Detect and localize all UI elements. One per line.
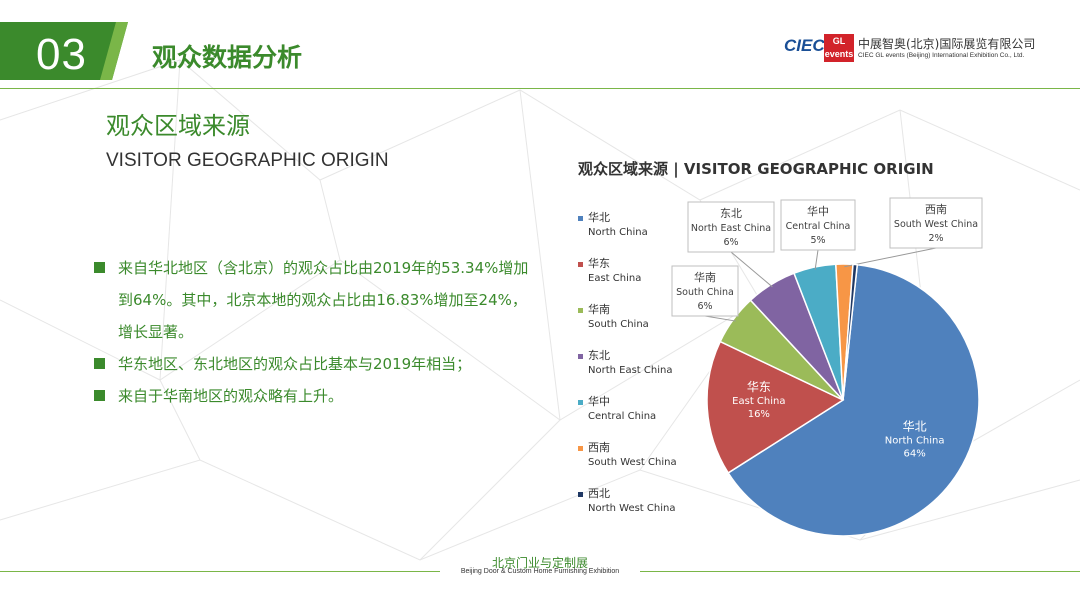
legend-label-en: East China xyxy=(588,273,642,284)
legend-swatch xyxy=(578,262,583,267)
legend-label-cn: 西南 xyxy=(588,441,610,454)
legend-item: 西南 South West China xyxy=(578,440,718,486)
gl-logo-line2: events xyxy=(824,49,854,59)
footer-divider-right xyxy=(640,571,1080,572)
legend-label-cn: 华南 xyxy=(588,303,610,316)
gl-logo-line1: GL xyxy=(832,36,846,46)
legend-swatch xyxy=(578,400,583,405)
legend-item: 华中 Central China xyxy=(578,394,718,440)
legend-label-en: North East China xyxy=(588,365,673,376)
legend-label-cn: 华中 xyxy=(588,395,610,408)
legend-item: 东北 North East China xyxy=(578,348,718,394)
bullet-item: 华东地区、东北地区的观众占比基本与2019年相当； xyxy=(92,348,542,380)
header-divider xyxy=(0,88,1080,89)
footer-title-cn: 北京门业与定制展 xyxy=(491,556,588,570)
subtitle-cn: 观众区域来源 xyxy=(106,112,250,140)
legend-label-en: South China xyxy=(588,319,649,330)
gl-events-logo: GL events xyxy=(824,34,854,62)
legend-label-en: North West China xyxy=(588,503,676,514)
legend-item: 西北 North West China xyxy=(578,486,718,532)
ciec-logo-text: CIEC xyxy=(784,36,825,55)
section-number-banner xyxy=(0,22,128,80)
legend-swatch xyxy=(578,216,583,221)
bullet-text: 来自于华南地区的观众略有上升。 xyxy=(118,387,344,405)
bullet-list: 来自华北地区（含北京）的观众占比由2019年的53.34%增加到64%。其中，北… xyxy=(92,252,542,412)
company-name-cn: 中展智奥(北京)国际展览有限公司 xyxy=(858,37,1036,51)
legend-swatch xyxy=(578,308,583,313)
legend-label-en: North China xyxy=(588,227,648,238)
bullet-text: 华东地区、东北地区的观众占比基本与2019年相当； xyxy=(118,355,472,373)
footer-divider-left xyxy=(0,571,440,572)
legend-swatch xyxy=(578,354,583,359)
legend-item: 华东 East China xyxy=(578,256,718,302)
bullet-square-icon xyxy=(94,262,105,273)
subtitle-en: VISITOR GEOGRAPHIC ORIGIN xyxy=(106,150,389,171)
bullet-square-icon xyxy=(94,390,105,401)
legend-label-cn: 华北 xyxy=(588,211,610,224)
section-title: 观众数据分析 xyxy=(152,43,303,72)
legend-swatch xyxy=(578,492,583,497)
legend-label-en: South West China xyxy=(588,457,677,468)
footer-title-en: Beijing Door & Custom Home Furnishing Ex… xyxy=(460,568,620,575)
company-name-en: CIEC GL events (Beijing) International E… xyxy=(858,52,1025,59)
bullet-item: 来自于华南地区的观众略有上升。 xyxy=(92,380,542,412)
legend-label-cn: 华东 xyxy=(588,257,610,270)
bullet-text: 来自华北地区（含北京）的观众占比由2019年的53.34%增加到64%。其中，北… xyxy=(118,259,529,341)
bullet-square-icon xyxy=(94,358,105,369)
chart-legend: 华北 North China 华东 East China 华南 South China… xyxy=(578,210,718,532)
legend-swatch xyxy=(578,446,583,451)
section-number: 03 xyxy=(36,30,87,79)
legend-label-cn: 东北 xyxy=(588,349,610,362)
chart-title: 观众区域来源 | VISITOR GEOGRAPHIC ORIGIN xyxy=(578,160,934,178)
legend-item: 华北 North China xyxy=(578,210,718,256)
bullet-item: 来自华北地区（含北京）的观众占比由2019年的53.34%增加到64%。其中，北… xyxy=(92,252,542,348)
legend-item: 华南 South China xyxy=(578,302,718,348)
legend-label-en: Central China xyxy=(588,411,657,422)
company-logo: CIEC GL events 中展智奥(北京)国际展览有限公司 CIEC GL … xyxy=(784,32,1074,66)
legend-label-cn: 西北 xyxy=(588,487,610,500)
